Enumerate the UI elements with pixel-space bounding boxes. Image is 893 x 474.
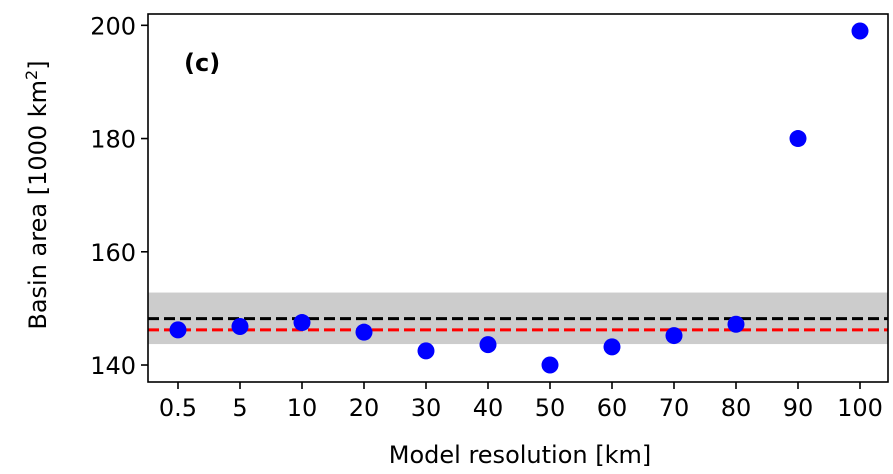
x-tick-label: 100 (837, 394, 883, 422)
y-axis-label-main: Basin area [1000 km (24, 80, 52, 330)
data-point (541, 356, 559, 374)
y-axis-label: Basin area [1000 km2] (22, 60, 52, 329)
y-tick-label: 180 (90, 126, 136, 154)
y-axis-label-close: ] (24, 60, 52, 69)
x-tick-label: 10 (287, 394, 318, 422)
ticks-layer: 140 160 180 200 0.5 5 10 20 30 40 50 60 70 80 90 100 (90, 12, 883, 422)
data-point (479, 336, 497, 354)
data-point (665, 327, 683, 345)
data-point (851, 22, 869, 40)
y-axis-label-superscript: 2 (22, 70, 41, 80)
data-point (603, 338, 621, 356)
data-point (789, 130, 807, 148)
data-point (727, 315, 745, 333)
x-axis-label: Model resolution [km] (389, 441, 651, 469)
data-point (355, 323, 373, 341)
x-tick-label: 90 (783, 394, 814, 422)
data-point (293, 314, 311, 332)
x-tick-label: 60 (597, 394, 628, 422)
y-tick-label: 200 (90, 12, 136, 40)
data-point (417, 342, 435, 360)
y-tick-label: 160 (90, 239, 136, 267)
data-point (169, 321, 187, 339)
data-points-layer (169, 22, 869, 374)
x-tick-label: 20 (349, 394, 380, 422)
reference-lines-layer (148, 317, 888, 332)
x-tick-label: 5 (232, 394, 247, 422)
x-tick-label: 30 (411, 394, 442, 422)
plot-frame (147, 13, 889, 383)
x-tick-label: 40 (473, 394, 504, 422)
panel-label: (c) (184, 49, 220, 77)
y-tick-label: 140 (90, 352, 136, 380)
x-tick-label: 80 (721, 394, 752, 422)
x-tick-label: 0.5 (159, 394, 197, 422)
x-tick-label: 70 (659, 394, 690, 422)
x-tick-label: 50 (535, 394, 566, 422)
data-point (231, 318, 249, 336)
